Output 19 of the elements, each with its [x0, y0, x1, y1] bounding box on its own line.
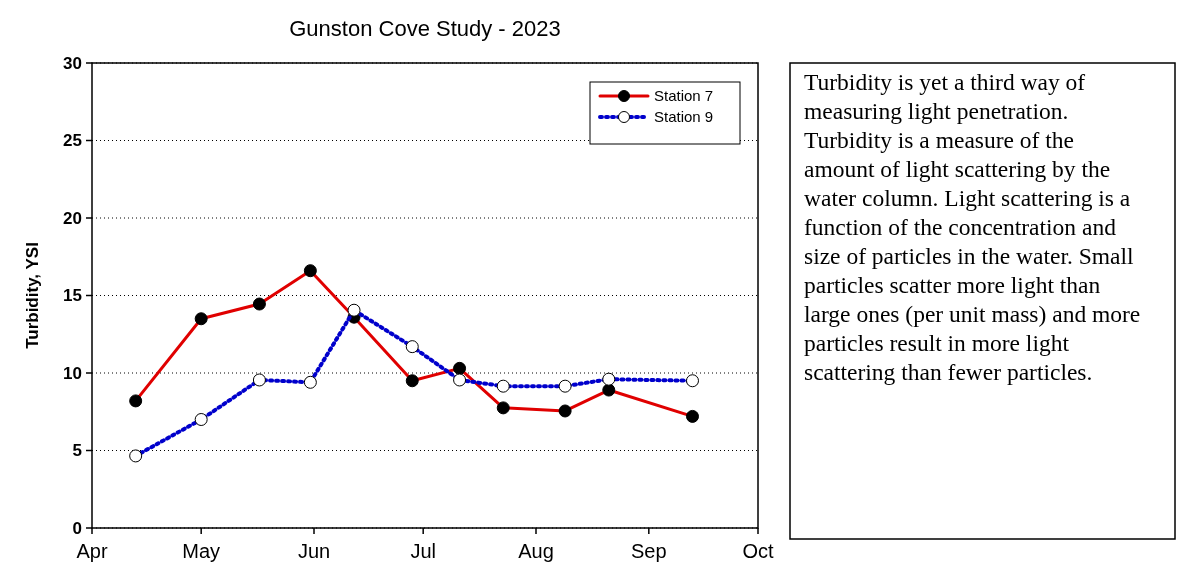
- x-tick-label: Jul: [410, 540, 436, 562]
- chart-title: Gunston Cove Study - 2023: [289, 16, 561, 41]
- legend-label: Station 9: [654, 108, 714, 126]
- x-tick-label: May: [182, 540, 221, 562]
- y-tick-label: 25: [63, 131, 82, 151]
- x-tick-label: Sep: [631, 540, 667, 562]
- y-tick-label: 10: [63, 363, 82, 383]
- y-tick-label: 5: [72, 441, 82, 461]
- y-tick-label: 30: [63, 53, 82, 73]
- x-tick-label: Jun: [297, 540, 331, 562]
- y-tick-label: 0: [72, 518, 82, 538]
- text: Turbidity is yet a third way of measuring light penetration. Turbidity is a measure of the amount of light scattering by the water column. Light scattering is a function of the concentration and size of particles in the water. Small particles scatter more light than large ones (per unit mass) and more particles result in more light scattering than fewer particles.: [804, 69, 1141, 385]
- y-tick-label: 20: [63, 208, 82, 228]
- legend-label: Station 7: [654, 87, 714, 105]
- x-tick-label: Oct: [742, 540, 774, 562]
- x-tick-label: Aug: [518, 540, 554, 562]
- y-tick-label: 15: [63, 286, 82, 306]
- x-tick-label: Apr: [76, 540, 108, 562]
- y-axis-title: Turbidity, YSI: [23, 242, 42, 349]
